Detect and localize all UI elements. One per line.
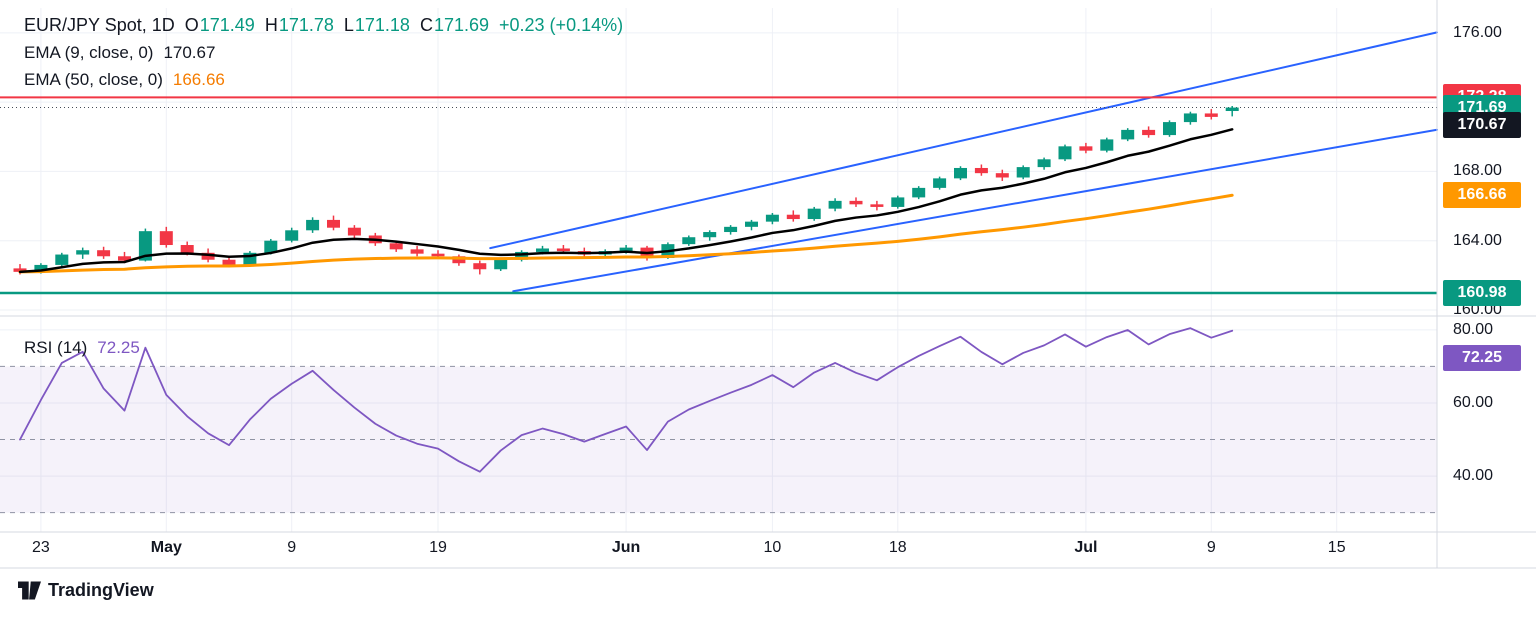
time-axis-label: Jul (1074, 539, 1098, 556)
price-axis-label: 60.00 (1453, 393, 1494, 411)
ohlc-low-value: 171.18 (354, 15, 410, 35)
time-axis-label: Jun (611, 539, 641, 556)
symbol-legend-row[interactable]: EUR/JPY Spot, 1D O 171.49 H 171.78 L 171.18… (24, 12, 623, 39)
ema9-legend[interactable]: EMA (9, close, 0) 170.67 (24, 39, 623, 66)
price-axis-badge: 160.98 (1443, 279, 1521, 306)
rsi-legend[interactable]: RSI (14) 72.25 (24, 334, 140, 361)
price-axis-label: 176.00 (1453, 23, 1502, 41)
ohlc-open-label: O (184, 15, 199, 35)
price-axis-label: 168.00 (1453, 162, 1502, 180)
symbol-legend: EUR/JPY Spot, 1D O 171.49 H 171.78 L 171.18… (24, 12, 623, 93)
ohlc-high-label: H (264, 15, 278, 35)
ohlc-close-value: 171.69 (433, 15, 490, 35)
time-axis-label: 10 (763, 539, 782, 556)
ohlc-open-value: 171.49 (199, 15, 255, 35)
time-axis-label: 9 (287, 539, 297, 556)
tradingview-logo[interactable]: TradingView (18, 580, 154, 601)
price-axis-label: 40.00 (1453, 467, 1494, 485)
price-axis-label: 80.00 (1453, 320, 1494, 338)
price-axis-badge: 170.67 (1443, 112, 1521, 139)
ema50-value: 166.66 (172, 69, 225, 89)
change-value: +0.23 (+0.14%) (499, 15, 624, 35)
rsi-value: 72.25 (97, 337, 140, 357)
time-axis-label: 23 (31, 539, 50, 556)
tradingview-logo-text: TradingView (48, 580, 154, 600)
ohlc-low-label: L (343, 15, 354, 35)
ema50-legend[interactable]: EMA (50, close, 0) 166.66 (24, 66, 623, 93)
price-axis-badge: 72.25 (1443, 345, 1521, 372)
ohlc-close-label: C (419, 15, 433, 35)
time-axis[interactable]: 23 May 9 19 Jun 10 18 Jul 9 15 (0, 532, 1437, 568)
ohlc-high-value: 171.78 (278, 15, 334, 35)
price-axis-label: 164.00 (1453, 231, 1502, 249)
tradingview-logo-icon (18, 581, 41, 600)
ema9-value: 170.67 (163, 42, 216, 62)
time-axis-label: 9 (1206, 539, 1216, 556)
time-axis-label: May (150, 539, 182, 556)
time-axis-label: 19 (429, 539, 447, 556)
symbol-title: EUR/JPY Spot, 1D (24, 15, 175, 35)
time-axis-label: 18 (888, 539, 907, 556)
time-axis-label: 15 (1327, 539, 1346, 556)
price-axis[interactable]: 176.00168.00164.00160.00172.28171.69170.… (1439, 0, 1536, 568)
ema9-label: EMA (9, close, 0) (24, 42, 154, 62)
ema50-label: EMA (50, close, 0) (24, 69, 163, 89)
rsi-label: RSI (14) (24, 337, 88, 357)
price-axis-badge: 166.66 (1443, 181, 1521, 208)
